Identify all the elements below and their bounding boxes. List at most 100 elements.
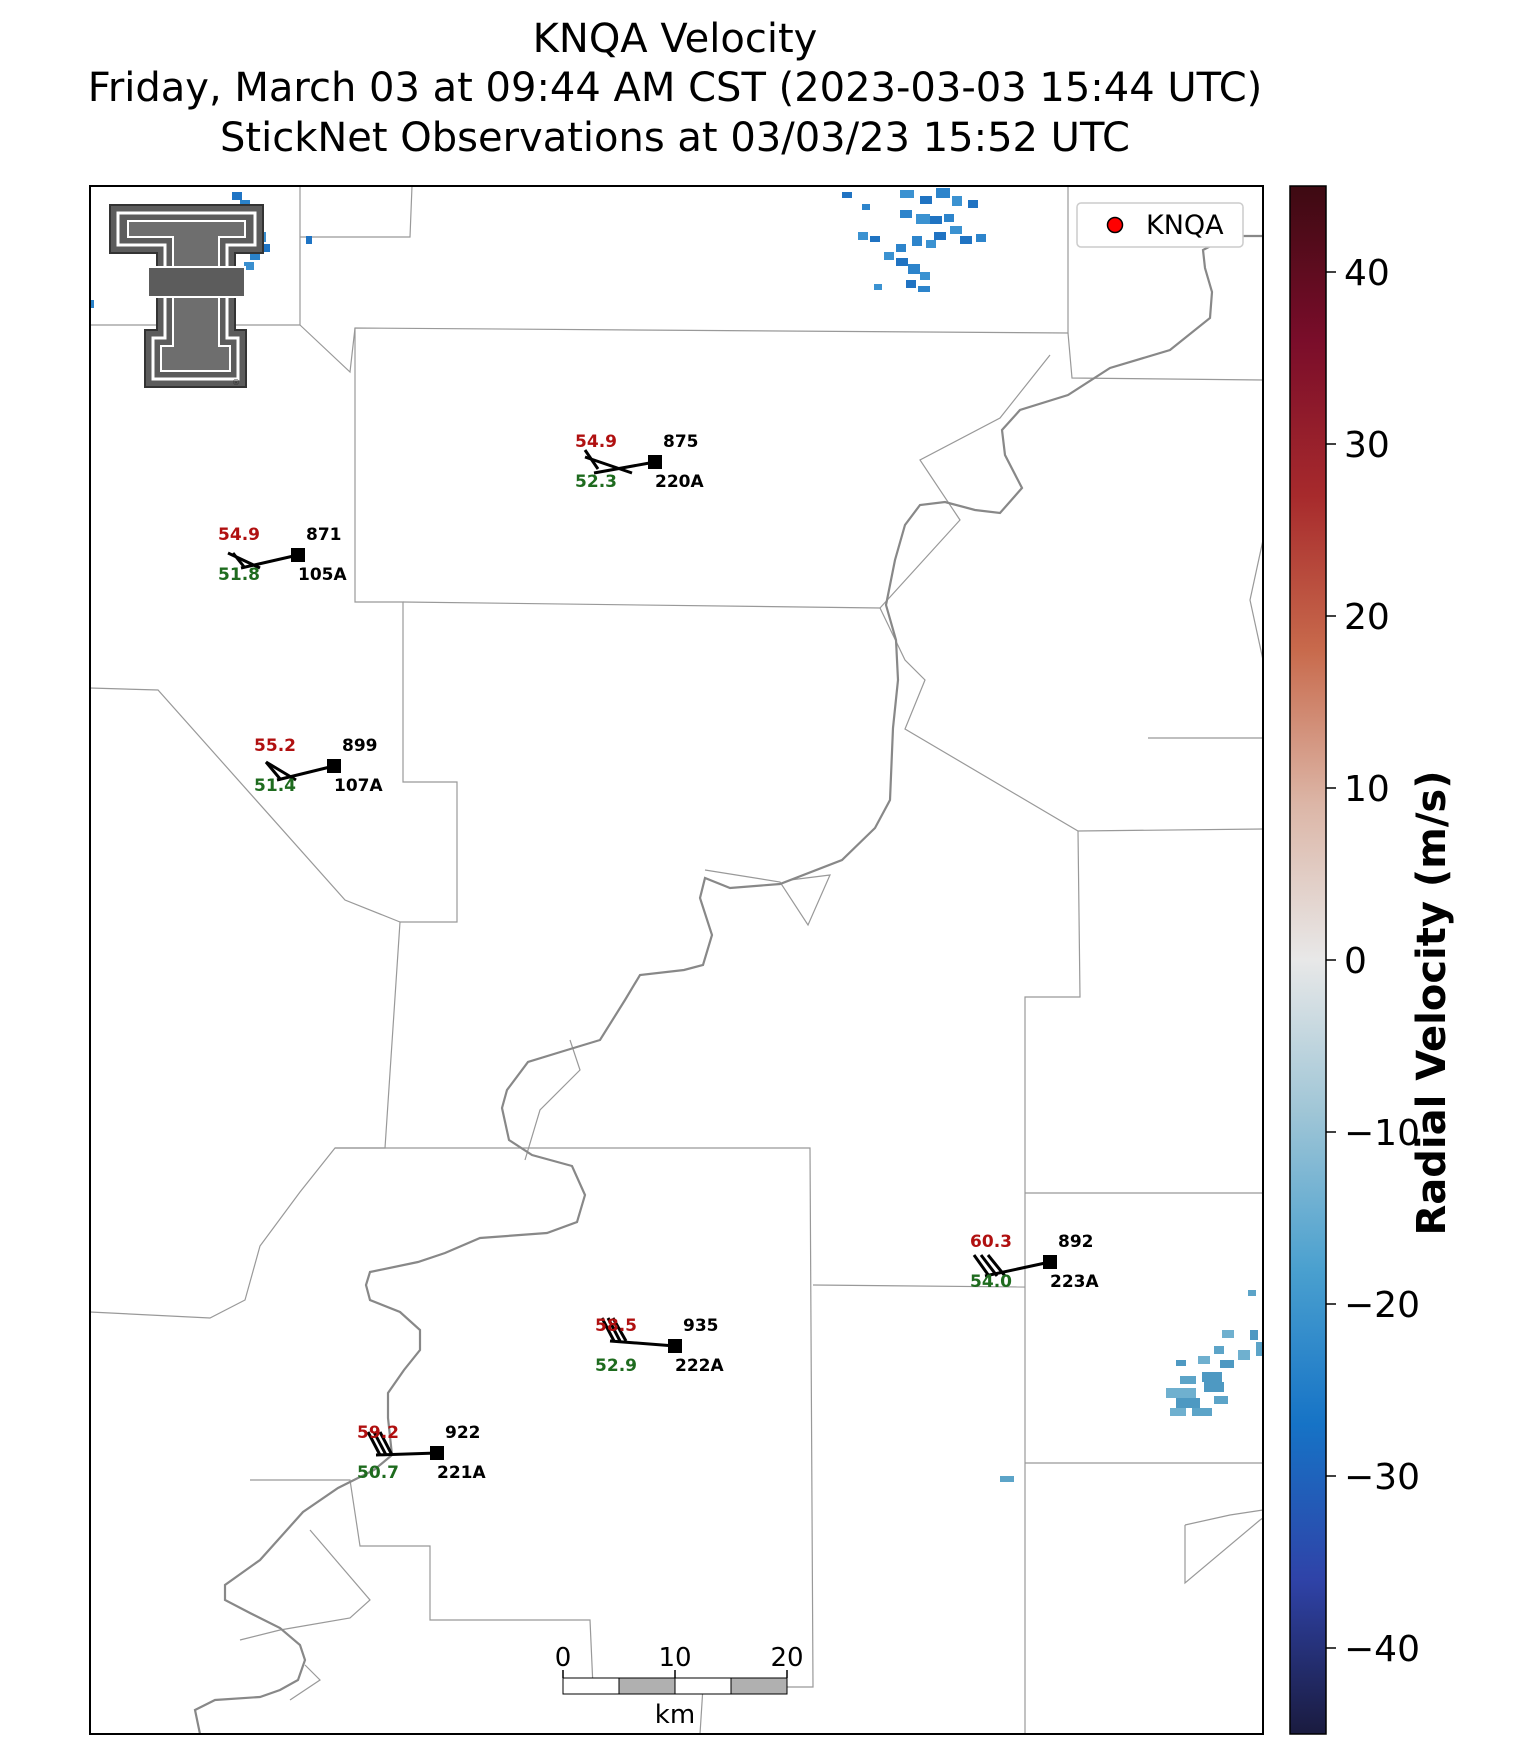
radar-echo-pixel bbox=[1222, 1330, 1234, 1338]
station-temperature: 59.2 bbox=[357, 1423, 399, 1443]
station-id: 220A bbox=[655, 472, 704, 492]
wind-barb-shaft bbox=[240, 553, 299, 570]
station-temperature: 60.3 bbox=[970, 1232, 1012, 1252]
colorbar-ramp bbox=[1289, 185, 1327, 1735]
radar-echo-pixel bbox=[912, 236, 922, 246]
chart-subtitle-obs: StickNet Observations at 03/03/23 15:52 … bbox=[220, 115, 1130, 161]
colorbar-tick-label: 20 bbox=[1344, 597, 1390, 638]
wind-barb-flag bbox=[372, 1431, 388, 1456]
chart-title: KNQA Velocity bbox=[532, 16, 818, 62]
wind-barb-flag bbox=[231, 552, 247, 569]
radar-echo-pixel bbox=[306, 236, 312, 244]
radar-echo-pixel bbox=[1176, 1360, 1186, 1366]
radar-echo-pixel bbox=[1170, 1408, 1186, 1416]
wind-barb-flag bbox=[378, 1431, 394, 1456]
wind-barb-flag bbox=[972, 1254, 991, 1277]
legend: KNQA bbox=[1076, 202, 1244, 248]
colorbar-title: Radial Velocity (m/s) bbox=[1409, 770, 1455, 1236]
colorbar-tick-label: 30 bbox=[1344, 425, 1390, 466]
radar-echo-pixel bbox=[1238, 1350, 1250, 1360]
station-marker bbox=[291, 548, 305, 562]
map-layers bbox=[90, 186, 1263, 1734]
radar-echo-pixel bbox=[930, 216, 942, 224]
station-temperature: 55.2 bbox=[254, 736, 296, 756]
radar-echo-pixel bbox=[90, 300, 94, 308]
radar-echo-pixel bbox=[900, 210, 912, 218]
radar-echo-pixel bbox=[960, 236, 972, 244]
radar-echo-pixel bbox=[884, 252, 894, 260]
radar-echo-pixel bbox=[1000, 1476, 1014, 1482]
radar-echo-pixel bbox=[870, 236, 880, 242]
colorbar-tick-label: −20 bbox=[1344, 1285, 1420, 1326]
station-221A: 59.2 922 50.7 221A bbox=[357, 1423, 486, 1483]
station-temperature: 54.9 bbox=[218, 525, 260, 545]
radar-echo-pixel bbox=[896, 258, 908, 266]
station-number: 875 bbox=[663, 432, 699, 452]
wind-barb-flag bbox=[979, 1254, 999, 1277]
station-223A: 60.3 892 54.0 223A bbox=[970, 1232, 1099, 1292]
station-105A: 54.9 871 51.8 105A bbox=[218, 525, 347, 585]
map-frame bbox=[89, 185, 1264, 1735]
wind-barb-shaft bbox=[593, 460, 656, 475]
radar-echo-pixel bbox=[862, 204, 870, 210]
station-222A: 58.5 935 52.9 222A bbox=[595, 1316, 724, 1376]
texas-tech-double-t-logo: ® bbox=[109, 204, 264, 388]
scale-tick-20: 20 bbox=[770, 1643, 803, 1673]
sticknet-stations: 54.9 875 52.3 220A 54.9 871 51.8 105A 55.2 899 51.… bbox=[218, 432, 1099, 1483]
station-dewpoint: 50.7 bbox=[357, 1463, 399, 1483]
colorbar-tick-label: −40 bbox=[1344, 1629, 1420, 1670]
station-id: 221A bbox=[437, 1463, 486, 1483]
radar-echo-pixel bbox=[900, 190, 914, 198]
radar-echo-pixel bbox=[896, 244, 906, 252]
radar-echo-pixel bbox=[250, 252, 260, 260]
radar-echo-pixel bbox=[1204, 1382, 1224, 1392]
station-number: 871 bbox=[306, 525, 342, 545]
radar-echo-pixel bbox=[232, 192, 242, 200]
station-107A: 55.2 899 51.4 107A bbox=[254, 736, 383, 796]
station-id: 223A bbox=[1050, 1272, 1099, 1292]
station-number: 935 bbox=[683, 1316, 719, 1336]
colorbar-tick-label: −10 bbox=[1344, 1113, 1420, 1154]
radar-echo-pixel bbox=[1248, 1290, 1256, 1296]
radar-echo-pixel bbox=[950, 226, 962, 234]
wind-barb-flag bbox=[600, 1317, 616, 1342]
colorbar-tick-label: −30 bbox=[1344, 1457, 1420, 1498]
station-220A: 54.9 875 52.3 220A bbox=[575, 432, 704, 492]
radar-echo-pixel bbox=[944, 214, 954, 222]
wind-barb-flag bbox=[583, 449, 600, 470]
station-marker bbox=[648, 455, 662, 469]
radar-echo-pixel bbox=[874, 284, 882, 290]
station-temperature: 58.5 bbox=[595, 1316, 637, 1336]
radar-echo-pixel bbox=[936, 188, 950, 198]
radar-echo-pixel bbox=[906, 280, 916, 288]
station-number: 922 bbox=[445, 1423, 481, 1443]
station-dewpoint: 52.9 bbox=[595, 1356, 637, 1376]
radar-echo-pixel bbox=[1180, 1376, 1196, 1384]
wind-barb-shaft bbox=[276, 764, 335, 782]
radar-echo-pixel bbox=[1176, 1398, 1200, 1408]
scale-bar: 0 10 20 km bbox=[555, 1643, 804, 1730]
scale-tick-0: 0 bbox=[555, 1643, 572, 1673]
colorbar-tick-label: 40 bbox=[1344, 253, 1390, 294]
radar-echo-pixel bbox=[1192, 1408, 1212, 1416]
station-id: 107A bbox=[334, 776, 383, 796]
radar-echo-pixel bbox=[934, 232, 946, 240]
wind-barb-flag bbox=[264, 761, 283, 781]
radar-echo-pixel bbox=[244, 262, 254, 270]
radar-echo-pixel bbox=[1166, 1388, 1196, 1398]
colorbar-ticks: 40 30 20 10 0 −10 −20 −30 −40 bbox=[1326, 253, 1420, 1670]
wind-barb-flag bbox=[265, 760, 297, 782]
legend-knqa-marker bbox=[1106, 216, 1124, 234]
radar-echo-pixel bbox=[976, 234, 986, 242]
wind-barb-flag bbox=[611, 1317, 628, 1342]
station-id: 222A bbox=[675, 1356, 724, 1376]
radar-echo-pixel bbox=[1214, 1396, 1228, 1404]
radar-echo-pixel bbox=[920, 272, 930, 280]
legend-knqa-label: KNQA bbox=[1146, 210, 1224, 241]
wind-barb-flag bbox=[366, 1431, 382, 1456]
colorbar-tick-label: 0 bbox=[1344, 941, 1367, 982]
wind-barb-flag bbox=[606, 1317, 622, 1342]
radar-echo-pixel bbox=[926, 240, 936, 248]
radar-echo-pixel bbox=[1198, 1356, 1210, 1364]
